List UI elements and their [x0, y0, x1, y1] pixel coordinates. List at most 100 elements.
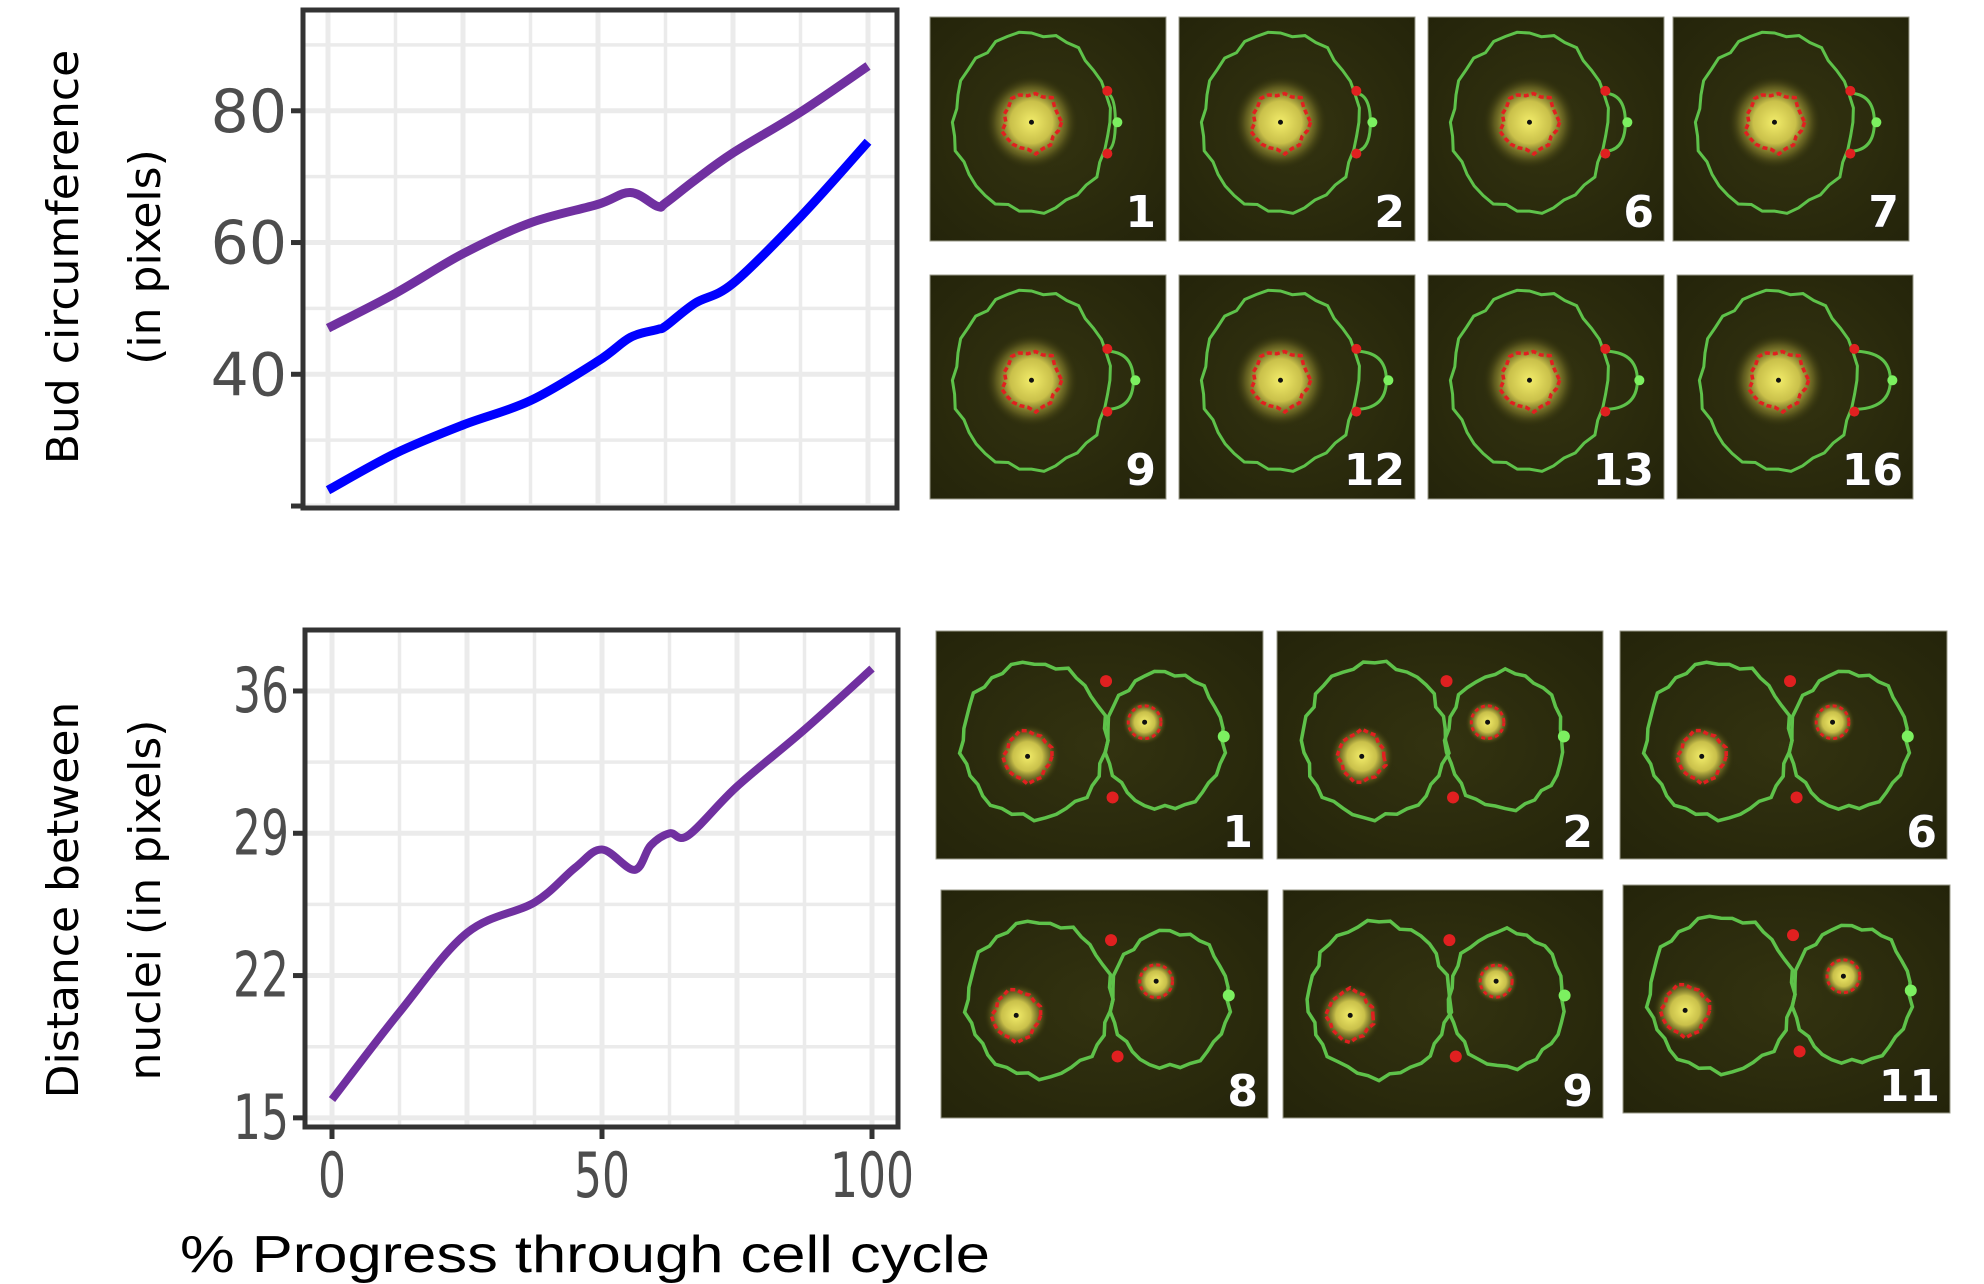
frame-number: 2: [1562, 807, 1593, 858]
cell-image-panel: 7: [1672, 16, 1910, 242]
neck-marker: [1784, 675, 1797, 688]
cell-image-panel: 6: [1619, 630, 1948, 860]
daughter-outline: [1442, 666, 1565, 813]
bud-tip-marker: [1901, 730, 1914, 743]
cell-image-panel: 1: [935, 630, 1264, 860]
panel-background: [1276, 630, 1604, 860]
neck-marker: [1449, 1050, 1462, 1063]
neck-marker: [1102, 343, 1113, 354]
y-axis-label-line1: Bud circumference: [38, 50, 89, 464]
plot-border: [300, 7, 900, 511]
nucleus-center: [1277, 119, 1283, 125]
frame-number: 1: [1222, 807, 1253, 858]
cell-outline: [1199, 30, 1361, 215]
grid: [303, 10, 897, 509]
neck-marker: [1100, 675, 1113, 688]
frame-number: 1: [1125, 187, 1156, 238]
frame-number: 11: [1879, 1061, 1940, 1112]
daughter-nucleus-center: [1142, 719, 1148, 725]
mother-nucleus-center: [1359, 753, 1365, 759]
daughter-nucleus-outline: [1126, 704, 1163, 741]
y-tick-label: 80: [211, 77, 287, 147]
bud-circumference-chart: 40 60 80 Bud circumference (in pixels): [38, 7, 900, 511]
mother-outline: [962, 919, 1115, 1082]
cell-image-panel: 9: [929, 274, 1167, 500]
neck-marker: [1351, 148, 1362, 159]
cell-image-panel: 16: [1676, 274, 1914, 500]
daughter-outline: [1103, 669, 1228, 811]
neck-marker: [1106, 791, 1119, 804]
daughter-nucleus-center: [1840, 973, 1846, 979]
cell-outline: [1697, 288, 1859, 473]
mother-nucleus-center: [1699, 753, 1705, 759]
panel-background: [1619, 630, 1948, 860]
mother-nucleus-outline: [1674, 728, 1728, 787]
daughter-nucleus-outline: [1138, 963, 1175, 1000]
mother-nucleus-center: [1013, 1012, 1019, 1018]
neck-marker: [1600, 148, 1611, 159]
neck-marker: [1849, 406, 1860, 417]
nucleus-center: [1775, 377, 1781, 383]
bud-tip-marker: [1112, 117, 1123, 128]
neck-marker: [1440, 675, 1453, 688]
mother-outline: [1641, 660, 1794, 823]
bud-image-panels: 1 2 6 79 12 13 16: [929, 16, 1914, 500]
series-line-blue: [325, 138, 872, 495]
x-tick-label: 100: [830, 1139, 914, 1212]
nucleus-center: [1277, 377, 1283, 383]
x-axis-label: % Progress through cell cycle: [180, 1226, 990, 1284]
bud-tip-marker: [1367, 117, 1378, 128]
daughter-nucleus-center: [1830, 719, 1836, 725]
cell-image-panel: 13: [1427, 274, 1665, 500]
mother-nucleus-center: [1682, 1007, 1688, 1013]
frame-number: 6: [1623, 187, 1654, 238]
bud-tip-marker: [1383, 375, 1394, 386]
frame-number: 12: [1344, 445, 1405, 496]
cell-outline: [950, 30, 1112, 215]
neck-marker: [1787, 929, 1800, 942]
cell-image-panel: 2: [1178, 16, 1416, 242]
neck-marker: [1351, 406, 1362, 417]
bud-tip-marker: [1622, 117, 1633, 128]
y-tick-label: 22: [233, 939, 289, 1012]
neck-marker: [1111, 1050, 1124, 1063]
cell-outline: [1448, 288, 1610, 473]
cell-image-panel: 9: [1282, 889, 1604, 1119]
daughter-nucleus-center: [1485, 719, 1491, 725]
frame-number: 9: [1562, 1066, 1593, 1117]
daughter-outline: [1790, 923, 1915, 1065]
neck-marker: [1600, 406, 1611, 417]
neck-marker: [1351, 85, 1362, 96]
frame-number: 6: [1906, 807, 1937, 858]
daughter-nucleus-outline: [1478, 963, 1514, 999]
cell-outline: [1199, 288, 1361, 473]
neck-marker: [1102, 148, 1113, 159]
bud-tip-marker: [1634, 375, 1645, 386]
cell-image-panel: 1: [929, 16, 1167, 242]
y-tick-labels: 40 60 80: [211, 77, 287, 410]
grid: [305, 630, 898, 1127]
mother-nucleus-outline: [1335, 726, 1388, 785]
axes: [291, 7, 900, 511]
y-axis-label-line2: nuclei (in pixels): [120, 720, 171, 1081]
series-line-purple: [325, 62, 871, 333]
neck-marker: [1351, 343, 1362, 354]
bud-tip-marker: [1557, 730, 1570, 743]
mother-nucleus-outline: [1323, 985, 1376, 1045]
mother-nucleus-outline: [1000, 728, 1054, 787]
neck-marker: [1105, 934, 1118, 947]
neck-marker: [1849, 343, 1860, 354]
bud-tip-marker: [1887, 375, 1898, 386]
axes: [293, 627, 901, 1139]
bud-tip-marker: [1217, 730, 1230, 743]
cell-image-panel: 12: [1178, 274, 1416, 500]
frame-number: 7: [1868, 187, 1899, 238]
cell-image-panel: 11: [1622, 884, 1951, 1114]
series-lines: [325, 62, 872, 495]
neck-marker: [1845, 148, 1856, 159]
mother-nucleus-outline: [989, 987, 1043, 1046]
frame-number: 2: [1374, 187, 1405, 238]
cell-image-panel: 8: [940, 889, 1269, 1119]
cell-image-panel: 2: [1276, 630, 1604, 860]
